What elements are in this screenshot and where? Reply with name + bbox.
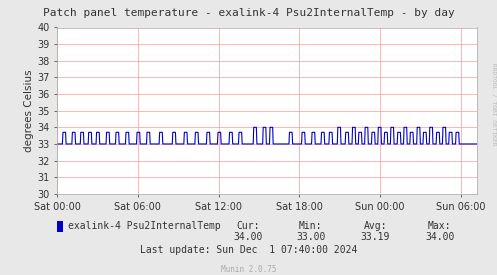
- Text: Patch panel temperature - exalink-4 Psu2InternalTemp - by day: Patch panel temperature - exalink-4 Psu2…: [43, 8, 454, 18]
- Text: Max:: Max:: [428, 221, 452, 231]
- Text: 33.19: 33.19: [360, 232, 390, 242]
- Text: Munin 2.0.75: Munin 2.0.75: [221, 265, 276, 274]
- Text: RRDTOOL / TOBI OETIKER: RRDTOOL / TOBI OETIKER: [491, 63, 496, 146]
- Text: Avg:: Avg:: [363, 221, 387, 231]
- Text: Cur:: Cur:: [237, 221, 260, 231]
- Text: Last update: Sun Dec  1 07:40:00 2024: Last update: Sun Dec 1 07:40:00 2024: [140, 245, 357, 255]
- Text: 33.00: 33.00: [296, 232, 326, 242]
- Text: exalink-4 Psu2InternalTemp: exalink-4 Psu2InternalTemp: [68, 221, 221, 231]
- Text: 34.00: 34.00: [425, 232, 455, 242]
- Y-axis label: degrees Celsius: degrees Celsius: [24, 69, 34, 152]
- Text: 34.00: 34.00: [234, 232, 263, 242]
- Text: Min:: Min:: [299, 221, 323, 231]
